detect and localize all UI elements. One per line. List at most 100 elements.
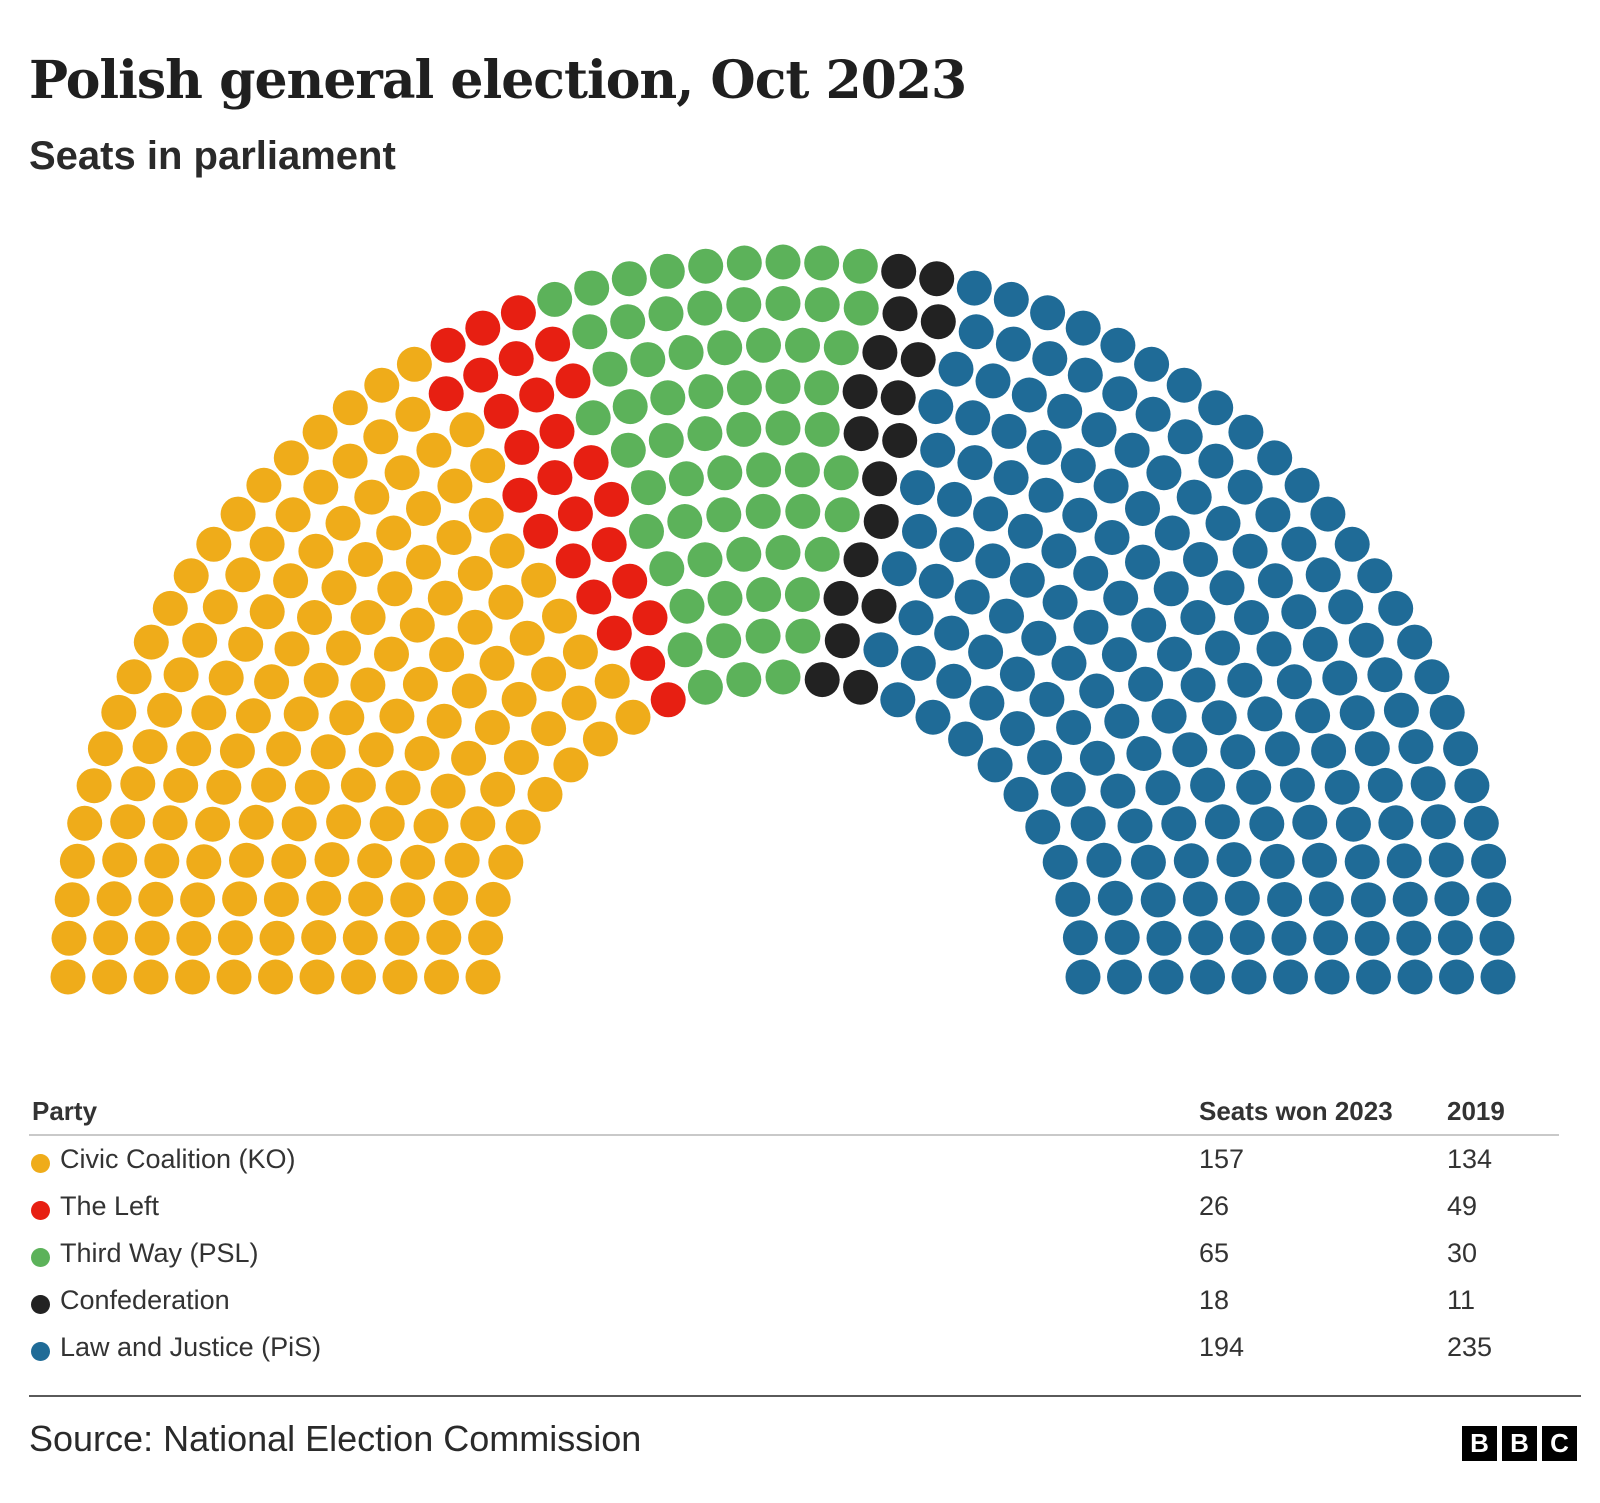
seat-dot	[498, 341, 534, 377]
legend-dot-icon	[31, 1154, 50, 1173]
seat-dot	[1295, 698, 1331, 734]
seat-dot	[249, 594, 285, 630]
legend-dot-icon	[31, 1342, 50, 1361]
seat-dot	[900, 470, 935, 506]
seat-dot	[1107, 959, 1142, 995]
seat-dot	[765, 286, 801, 321]
seat-dot	[258, 959, 293, 995]
seat-dot	[648, 296, 684, 332]
seat-dot	[1131, 607, 1167, 643]
seat-dot	[995, 326, 1031, 362]
seat-dot	[1281, 526, 1317, 562]
seat-dot	[429, 637, 465, 673]
seat-dot	[939, 527, 975, 563]
seat-dot	[1030, 295, 1066, 331]
seat-dot	[92, 959, 127, 995]
seat-dot	[784, 452, 820, 488]
seat-dot	[1173, 843, 1209, 879]
seat-dot	[479, 645, 515, 681]
seat-dot	[1188, 920, 1224, 956]
bbc-logo-letter: B	[1462, 1426, 1497, 1461]
seat-dot	[384, 920, 420, 956]
seat-dot	[1056, 710, 1092, 745]
seat-dot	[216, 959, 252, 995]
seat-dot	[228, 626, 264, 662]
seat-dot	[433, 880, 469, 916]
seat-dot	[120, 766, 156, 802]
seat-dot	[1055, 881, 1091, 917]
seat-dot	[1114, 432, 1150, 468]
seat-dot	[465, 310, 501, 346]
seat-dot	[374, 636, 409, 672]
chart-subtitle: Seats in parliament	[29, 134, 396, 178]
seat-dot	[1397, 624, 1433, 660]
seat-dot	[880, 380, 916, 416]
seat-dot	[1151, 698, 1187, 734]
seat-dot	[842, 248, 878, 284]
seat-dot	[1276, 664, 1312, 700]
bbc-logo-letter: C	[1542, 1426, 1577, 1461]
seat-dot	[612, 563, 648, 599]
seat-dot	[804, 536, 840, 572]
seat-dot	[1204, 804, 1240, 840]
seat-dot	[483, 393, 519, 429]
seat-dot	[348, 542, 383, 577]
seat-dot	[977, 747, 1013, 783]
seat-dot	[1443, 731, 1479, 767]
seat-dot	[1073, 555, 1109, 591]
seat-dot	[310, 734, 346, 770]
seat-dot	[133, 624, 169, 660]
seat-dot	[509, 620, 545, 656]
seat-dot	[219, 733, 255, 769]
seat-dot	[428, 376, 464, 412]
seat-dot	[249, 526, 285, 562]
seat-dot	[110, 804, 146, 840]
seat-dot	[1356, 959, 1391, 995]
bbc-logo: B B C	[1462, 1426, 1577, 1461]
party-name: Law and Justice (PiS)	[60, 1332, 322, 1362]
seat-dot	[937, 481, 972, 517]
seat-dot	[1334, 526, 1370, 562]
seat-dot	[202, 589, 238, 625]
seat-dot	[1146, 455, 1182, 491]
seat-dot	[687, 542, 723, 578]
table-header: Party Seats won 2023 2019	[29, 1088, 1559, 1136]
seat-dot	[377, 571, 413, 607]
seat-dot	[553, 747, 589, 783]
seat-dot	[726, 662, 762, 698]
seat-dot	[934, 615, 970, 651]
seat-dot	[1305, 557, 1341, 593]
seat-dot	[163, 657, 199, 693]
seat-dot	[596, 615, 632, 651]
seat-dot	[384, 455, 420, 491]
seat-dot	[804, 287, 840, 323]
seat-dot	[404, 736, 440, 771]
seat-dot	[1140, 882, 1176, 918]
seat-dot	[746, 327, 781, 363]
seat-dot	[726, 536, 762, 572]
seat-dot	[1454, 768, 1490, 804]
seat-dot	[303, 469, 339, 505]
seat-dot	[898, 600, 934, 636]
header-seats-2019: 2019	[1447, 1096, 1505, 1126]
seat-dot	[1216, 842, 1252, 878]
seat-dot	[96, 881, 132, 917]
seat-dot	[1086, 842, 1122, 878]
seat-dot	[457, 555, 493, 591]
seat-dot	[1042, 844, 1078, 880]
seat-dot	[1028, 477, 1064, 513]
seat-dot	[1180, 667, 1216, 703]
seat-dot	[555, 543, 591, 579]
seat-dot	[863, 632, 899, 668]
seat-dot	[957, 445, 993, 481]
seat-dot	[488, 844, 524, 880]
seat-dot	[302, 414, 338, 450]
seat-dot	[594, 663, 630, 699]
seat-dot	[531, 711, 567, 747]
seats-2019: 11	[1447, 1285, 1476, 1315]
seat-dot	[1027, 740, 1063, 775]
seat-dot	[881, 551, 917, 587]
seat-dot	[235, 698, 271, 734]
seat-dot	[93, 920, 129, 956]
seat-dot	[1198, 443, 1234, 479]
